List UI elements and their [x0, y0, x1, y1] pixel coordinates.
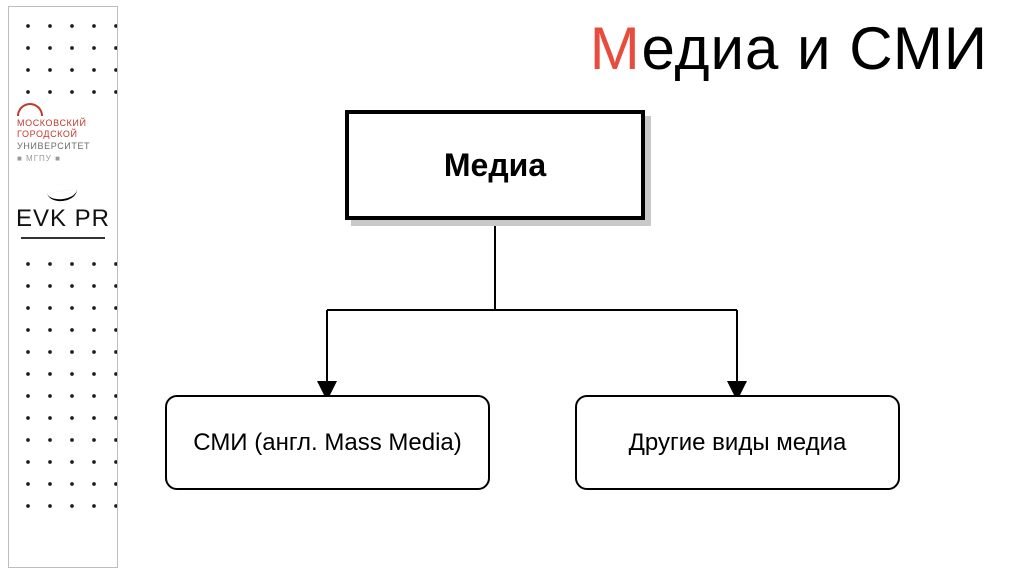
- flowchart: Медиа СМИ (англ. Mass Media) Другие виды…: [145, 110, 985, 550]
- child-node-smi-label: СМИ (англ. Mass Media): [193, 428, 462, 458]
- uni-line3: УНИВЕРСИТЕТ: [17, 141, 90, 151]
- sidebar: МОСКОВСКИЙ ГОРОДСКОЙ УНИВЕРСИТЕТ ■ МГПУ …: [8, 6, 118, 568]
- root-node-label: Медиа: [444, 147, 546, 184]
- root-node: Медиа: [345, 110, 645, 220]
- brand-block: EVK PR: [9, 187, 117, 245]
- slide: МОСКОВСКИЙ ГОРОДСКОЙ УНИВЕРСИТЕТ ■ МГПУ …: [0, 0, 1024, 574]
- child-node-smi: СМИ (англ. Mass Media): [165, 395, 490, 490]
- brand-underline: [21, 237, 105, 239]
- uni-sub: ■ МГПУ ■: [17, 154, 111, 163]
- sidebar-dots-top: [9, 7, 117, 97]
- logo-arc-icon: [17, 103, 43, 116]
- sidebar-dots-bottom: [9, 245, 117, 525]
- uni-line2: ГОРОДСКОЙ: [17, 129, 78, 139]
- page-title: Медиа и СМИ: [590, 14, 988, 83]
- uni-line1: МОСКОВСКИЙ: [17, 118, 87, 128]
- university-logo: МОСКОВСКИЙ ГОРОДСКОЙ УНИВЕРСИТЕТ ■ МГПУ …: [9, 97, 117, 187]
- swoosh-icon: [47, 189, 78, 203]
- brand-text: EVK PR: [16, 205, 110, 233]
- child-node-other-label: Другие виды медиа: [629, 428, 847, 458]
- title-first-letter: М: [590, 15, 642, 82]
- university-name: МОСКОВСКИЙ ГОРОДСКОЙ УНИВЕРСИТЕТ: [17, 118, 111, 152]
- child-node-other: Другие виды медиа: [575, 395, 900, 490]
- title-rest: едиа и СМИ: [641, 15, 988, 82]
